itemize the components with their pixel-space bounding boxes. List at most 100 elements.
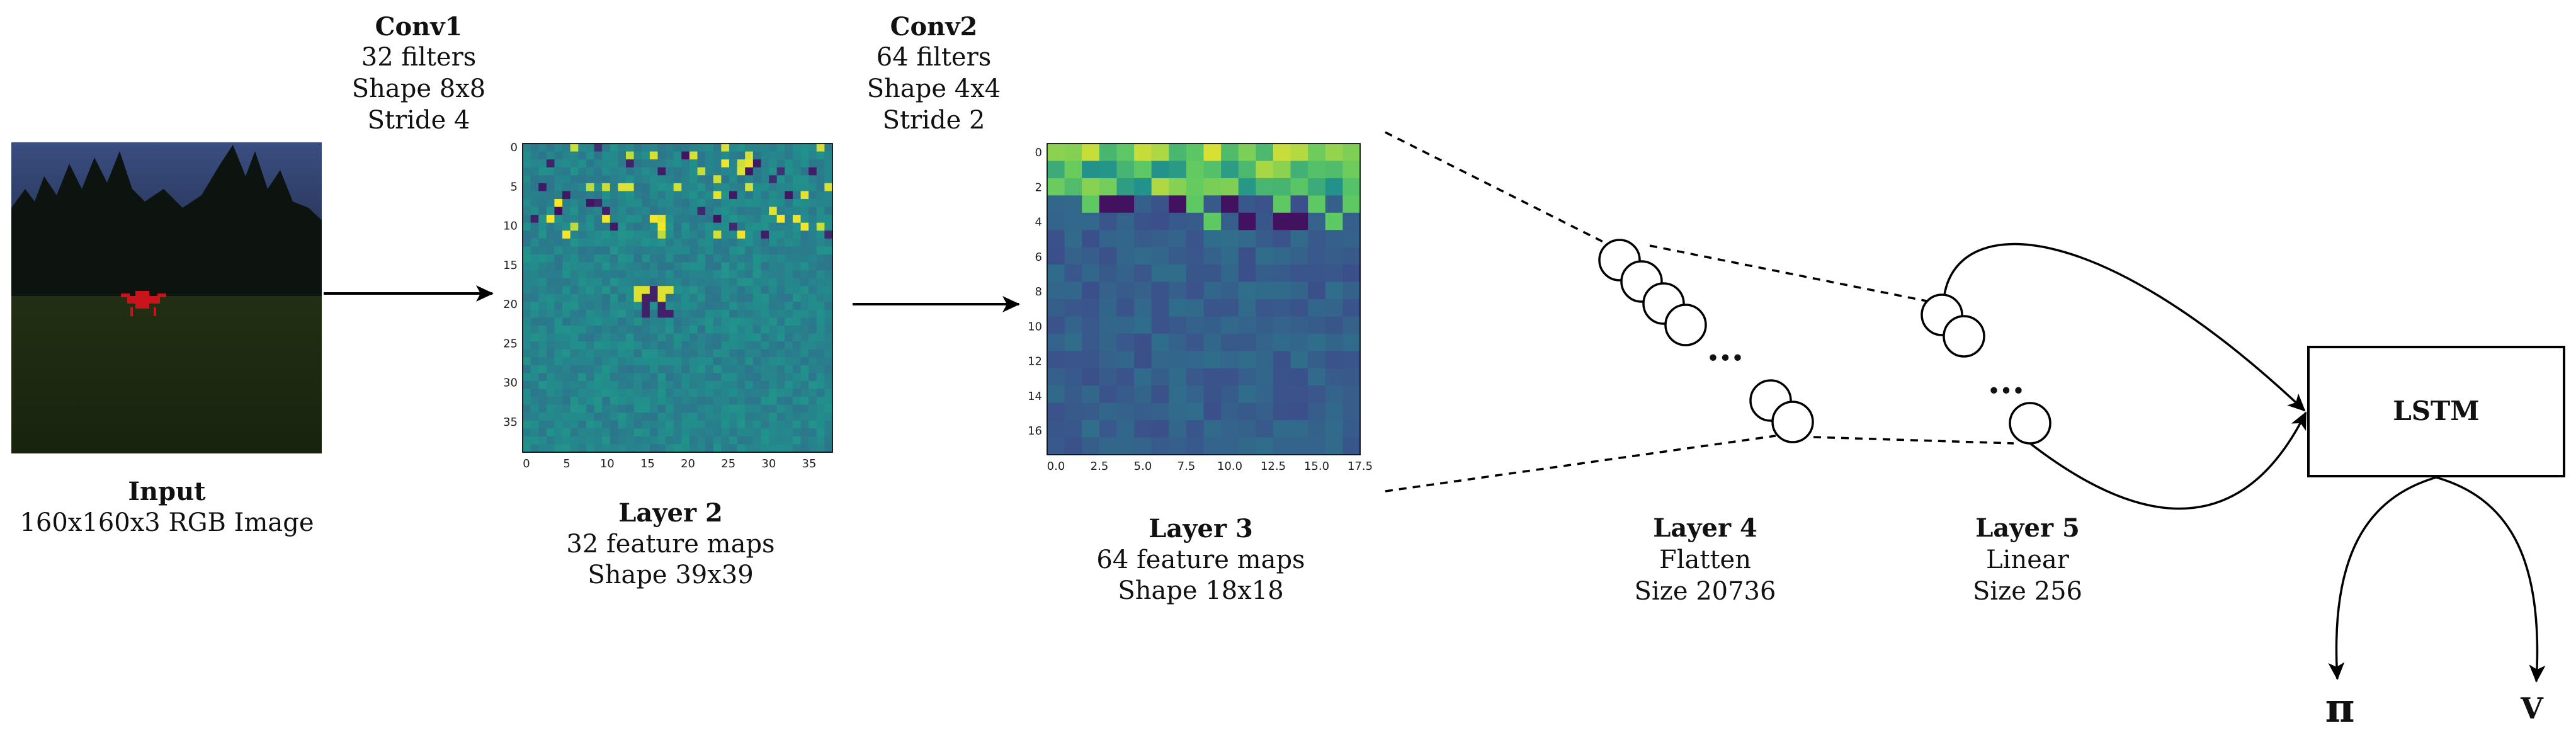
- heatmap-cell: [626, 246, 635, 255]
- heatmap-cell: [792, 349, 802, 358]
- heatmap-cell: [1151, 437, 1169, 455]
- heatmap-cell: [729, 262, 738, 271]
- heatmap-cell: [570, 222, 579, 231]
- tick-label: 16: [1028, 424, 1042, 438]
- heatmap-cell: [752, 302, 762, 310]
- heatmap-cell: [570, 207, 579, 215]
- heatmap-cell: [586, 380, 595, 390]
- heatmap-cell: [1099, 282, 1118, 300]
- heatmap-cell: [586, 333, 595, 342]
- heatmap-cell: [816, 333, 825, 342]
- heatmap-cell: [713, 144, 722, 152]
- heatmap-cell: [618, 270, 627, 279]
- heatmap-cell: [697, 254, 706, 263]
- tick-label: 15.0: [1304, 460, 1329, 473]
- heatmap-cell: [673, 183, 682, 191]
- heatmap-cell: [538, 389, 547, 397]
- heatmap-cell: [666, 144, 674, 152]
- heatmap-cell: [1256, 437, 1274, 455]
- heatmap-cell: [657, 278, 666, 287]
- heatmap-cell: [800, 365, 809, 373]
- heatmap-cell: [689, 302, 698, 310]
- heatmap-cell: [681, 317, 690, 326]
- heatmap-cell: [792, 404, 802, 413]
- heatmap-cell: [649, 231, 659, 239]
- heatmap-cell: [578, 333, 587, 342]
- heatmap-cell: [626, 389, 635, 397]
- heatmap-cell: [769, 207, 778, 215]
- heatmap-cell: [1169, 368, 1187, 386]
- heatmap-cell: [1308, 385, 1326, 404]
- heatmap-cell: [657, 428, 666, 437]
- heatmap-cell: [602, 270, 611, 279]
- heatmap-cell: [800, 325, 809, 334]
- heatmap-cell: [578, 357, 587, 366]
- heatmap-cell: [626, 270, 635, 279]
- heatmap-cell: [729, 428, 738, 437]
- heatmap-cell: [800, 246, 809, 255]
- heatmap-cell: [546, 151, 555, 160]
- heatmap-cell: [681, 333, 690, 342]
- heatmap-cell: [769, 270, 778, 279]
- heatmap-cell: [570, 198, 579, 208]
- heatmap-cell: [626, 183, 635, 191]
- heatmap-cell: [769, 428, 778, 437]
- heatmap-cell: [666, 428, 674, 437]
- heatmap-cell: [602, 389, 611, 397]
- heatmap-cell: [705, 278, 714, 287]
- heatmap-cell: [1116, 402, 1135, 421]
- tick-label: 10: [503, 220, 518, 233]
- heatmap-cell: [721, 270, 730, 279]
- heatmap-cell: [578, 167, 587, 176]
- heatmap-cell: [1186, 385, 1205, 404]
- heatmap-cell: [586, 428, 595, 437]
- heatmap-cell: [602, 420, 611, 429]
- heatmap-cell: [1169, 144, 1187, 162]
- heatmap-cell: [666, 357, 674, 366]
- heatmap-cell: [800, 373, 809, 382]
- heatmap-cell: [745, 270, 754, 279]
- heatmap-cell: [673, 278, 682, 287]
- heatmap-cell: [657, 175, 666, 184]
- layer5-type: Linear: [1986, 545, 2070, 574]
- heatmap-cell: [538, 183, 547, 191]
- heatmap-cell: [1203, 230, 1222, 248]
- heatmap-cell: [816, 254, 825, 263]
- heatmap-cell: [673, 246, 682, 255]
- heatmap-cell: [554, 167, 563, 176]
- heatmap-cell: [562, 373, 571, 382]
- heatmap-cell: [610, 198, 618, 208]
- heatmap-cell: [570, 262, 579, 271]
- heatmap-cell: [1342, 195, 1361, 213]
- heatmap-cell: [633, 373, 642, 382]
- heatmap-cell: [689, 222, 698, 231]
- heatmap-cell: [1186, 351, 1205, 369]
- heatmap-cell: [681, 246, 690, 255]
- heatmap-cell: [729, 420, 738, 429]
- heatmap-cell: [578, 231, 587, 239]
- heatmap-cell: [546, 389, 555, 397]
- heatmap-cell: [657, 191, 666, 200]
- heatmap-cell: [673, 254, 682, 263]
- heatmap-cell: [649, 159, 659, 168]
- heatmap-cell: [1099, 368, 1118, 386]
- heatmap-cell: [666, 341, 674, 350]
- heatmap-cell: [713, 254, 722, 263]
- heatmap-cell: [673, 317, 682, 326]
- heatmap-cell: [523, 349, 531, 358]
- heatmap-cell: [809, 144, 817, 152]
- heatmap-cell: [1221, 385, 1239, 404]
- heatmap-cell: [673, 365, 682, 373]
- conv1-label: Conv1 32 filters Shape 8x8 Stride 4: [352, 12, 485, 135]
- heatmap-cell: [1238, 299, 1256, 317]
- heatmap-cell: [618, 167, 627, 176]
- heatmap-cell: [1099, 351, 1118, 369]
- heatmap-cell: [578, 278, 587, 287]
- heatmap-cell: [792, 293, 802, 302]
- heatmap-cell: [1221, 437, 1239, 455]
- heatmap-cell: [697, 373, 706, 382]
- heatmap-cell: [594, 428, 603, 437]
- heatmap-cell: [1325, 299, 1343, 317]
- heatmap-cell: [785, 144, 793, 152]
